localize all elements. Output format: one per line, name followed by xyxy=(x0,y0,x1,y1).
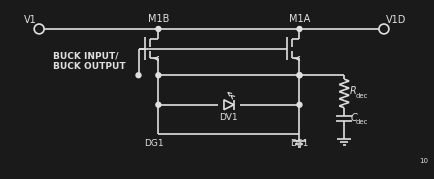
Text: dec: dec xyxy=(355,119,368,125)
Circle shape xyxy=(34,24,44,34)
Circle shape xyxy=(378,24,388,34)
Circle shape xyxy=(136,73,141,78)
Text: BUCK OUTPUT: BUCK OUTPUT xyxy=(53,62,125,71)
Circle shape xyxy=(155,26,161,32)
Text: dec: dec xyxy=(355,93,368,99)
Text: BUCK INPUT/: BUCK INPUT/ xyxy=(53,51,118,60)
Circle shape xyxy=(296,73,301,78)
Circle shape xyxy=(296,26,301,32)
Text: V1: V1 xyxy=(24,15,37,25)
Text: M1A: M1A xyxy=(288,14,309,24)
Circle shape xyxy=(155,73,161,78)
Text: DV1: DV1 xyxy=(219,113,238,122)
Circle shape xyxy=(296,73,301,78)
Circle shape xyxy=(155,102,161,107)
Text: R: R xyxy=(349,86,356,96)
Text: M1B: M1B xyxy=(148,14,169,24)
Text: V1D: V1D xyxy=(385,15,405,25)
Text: 10: 10 xyxy=(418,158,427,164)
Circle shape xyxy=(296,102,301,107)
Text: DG1: DG1 xyxy=(144,139,164,148)
Polygon shape xyxy=(224,100,233,110)
Text: C: C xyxy=(349,113,356,123)
Text: DS1: DS1 xyxy=(289,139,308,148)
